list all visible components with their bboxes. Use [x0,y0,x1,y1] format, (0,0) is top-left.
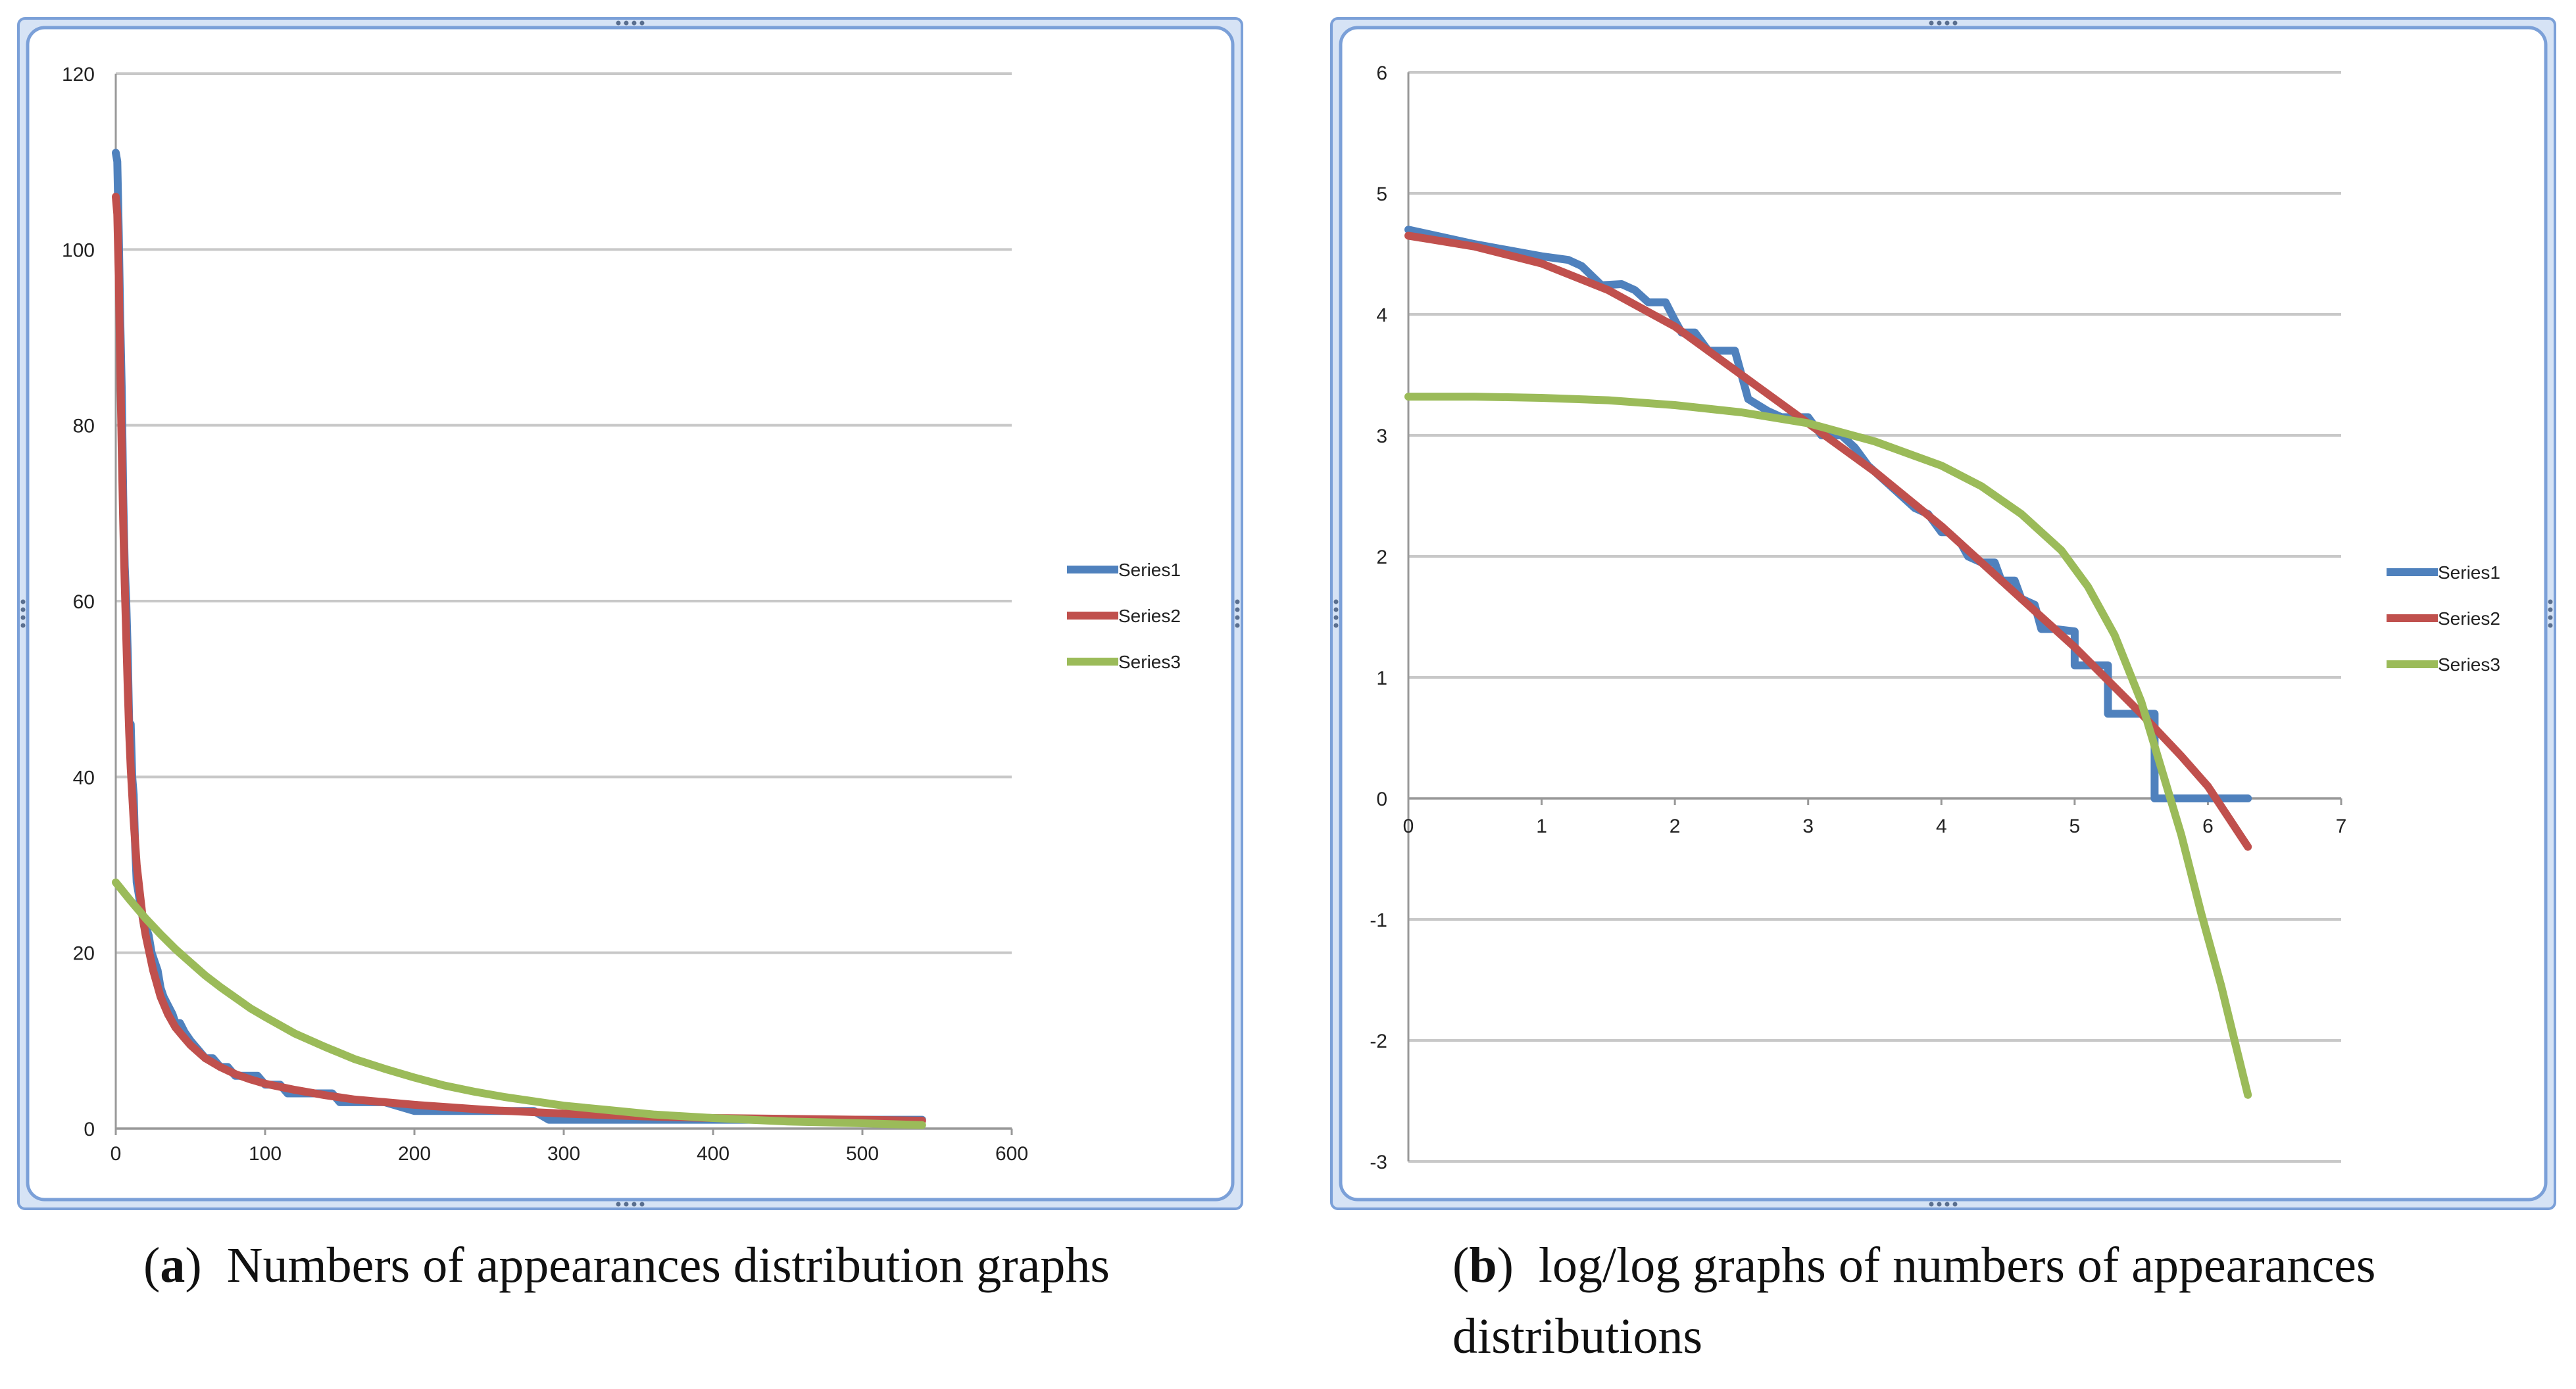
resize-grip-dot [20,615,26,620]
x-tick-label: 5 [2069,816,2081,837]
x-tick-label: 4 [1936,816,1947,837]
y-tick-label: 0 [84,1119,95,1140]
resize-grip-dot [2548,623,2553,628]
resize-grip-dot [1937,1202,1942,1207]
resize-grip-dot [639,1202,645,1207]
caption-b-letter: b [1469,1238,1497,1293]
y-tick-label: -2 [1370,1031,1387,1052]
resize-grip-dot [2548,607,2553,612]
x-tick-label: 200 [398,1143,431,1165]
x-tick-label: 6 [2202,816,2214,837]
resize-grip-dot [2548,615,2553,620]
y-tick-label: 20 [73,943,95,965]
resize-grip-dot [1929,1202,1934,1207]
resize-grip-dot [632,1202,637,1207]
chart-area [1339,26,2548,1202]
legend-label: Series1 [2438,562,2500,583]
x-tick-label: 500 [846,1143,879,1165]
resize-grip-dot [1333,599,1339,604]
resize-grip-dot [632,20,637,26]
x-tick-label: 100 [249,1143,282,1165]
resize-grip-dot [1929,20,1934,26]
resize-handle-right[interactable] [2548,599,2553,628]
resize-grip-dot [2548,599,2553,604]
legend-label: Series3 [1118,652,1181,672]
chart-area [26,26,1235,1202]
legend-label: Series1 [1118,560,1181,580]
x-tick-label: 7 [2336,816,2347,837]
resize-handle-top[interactable] [616,20,645,26]
y-tick-label: -1 [1370,910,1387,931]
y-tick-label: 80 [73,416,95,437]
caption-a: (a) Numbers of appearances distribution … [143,1238,1110,1293]
series-line-series2 [1404,232,2252,851]
resize-grip-dot [20,607,26,612]
y-tick-label: 40 [73,767,95,789]
chart-a: 0 20 40 60 80 100 120 0 100 200 300 400 500 600 Series… [17,17,1243,1210]
series-line-series2 [112,193,926,1125]
resize-grip-dot [624,1202,629,1207]
y-tick-label: 120 [62,64,95,85]
resize-handle-bottom[interactable] [1929,1202,1958,1207]
resize-grip-dot [1235,607,1240,612]
chart-b: -3 -2 -1 0 1 2 3 4 5 6 0 1 2 3 4 5 6 7 Series1 Series2 Serie… [1330,17,2556,1210]
y-tick-label: 3 [1376,426,1387,447]
legend-label: Series3 [2438,654,2500,675]
resize-grip-dot [1235,599,1240,604]
resize-grip-dot [1944,1202,1950,1207]
resize-grip-dot [1333,623,1339,628]
y-tick-label: 6 [1376,62,1387,84]
x-tick-label: 0 [1403,816,1414,837]
series-line-series3 [112,878,926,1129]
resize-grip-dot [624,20,629,26]
resize-grip-dot [20,599,26,604]
resize-grip-dot [1952,1202,1958,1207]
resize-handle-left[interactable] [20,599,26,628]
resize-grip-dot [20,623,26,628]
resize-grip-dot [616,1202,621,1207]
y-tick-label: 4 [1376,305,1387,326]
resize-grip-dot [1952,20,1958,26]
figure-a: 0 20 40 60 80 100 120 0 100 200 300 400 500 600 Series… [17,17,1243,1293]
y-tick-label: 5 [1376,183,1387,205]
x-tick-label: 1 [1536,816,1547,837]
x-tick-label: 2 [1670,816,1681,837]
resize-grip-dot [1944,20,1950,26]
resize-handle-right[interactable] [1235,599,1240,628]
caption-a-letter: a [160,1238,186,1293]
resize-grip-dot [1235,623,1240,628]
x-tick-label: 600 [995,1143,1028,1165]
resize-grip-dot [1333,615,1339,620]
y-tick-label: -3 [1370,1152,1387,1173]
y-tick-label: 100 [62,239,95,261]
caption-a-text: Numbers of appearances distribution grap… [226,1238,1110,1293]
legend-label: Series2 [2438,608,2500,629]
y-tick-label: 60 [73,591,95,613]
figure-b: -3 -2 -1 0 1 2 3 4 5 6 0 1 2 3 4 5 6 7 Series1 Series2 Serie… [1288,0,2576,1389]
resize-grip-dot [1937,20,1942,26]
x-tick-label: 0 [111,1143,122,1165]
resize-handle-top[interactable] [1929,20,1958,26]
caption-b-text: log/log graphs of numbers of appearances… [1452,1238,2376,1364]
resize-handle-bottom[interactable] [616,1202,645,1207]
resize-grip-dot [639,20,645,26]
y-tick-label: 1 [1376,668,1387,689]
x-tick-label: 3 [1802,816,1814,837]
y-tick-label: 0 [1376,789,1387,810]
x-tick-label: 300 [547,1143,580,1165]
y-tick-label: 2 [1376,547,1387,568]
resize-handle-left[interactable] [1333,599,1339,628]
series-line-series3 [1404,393,2252,1099]
resize-grip-dot [616,20,621,26]
x-tick-label: 400 [697,1143,730,1165]
caption-b: (b) log/log graphs of numbers of appeara… [1452,1238,2376,1364]
resize-grip-dot [1235,615,1240,620]
resize-grip-dot [1333,607,1339,612]
legend-label: Series2 [1118,606,1181,626]
